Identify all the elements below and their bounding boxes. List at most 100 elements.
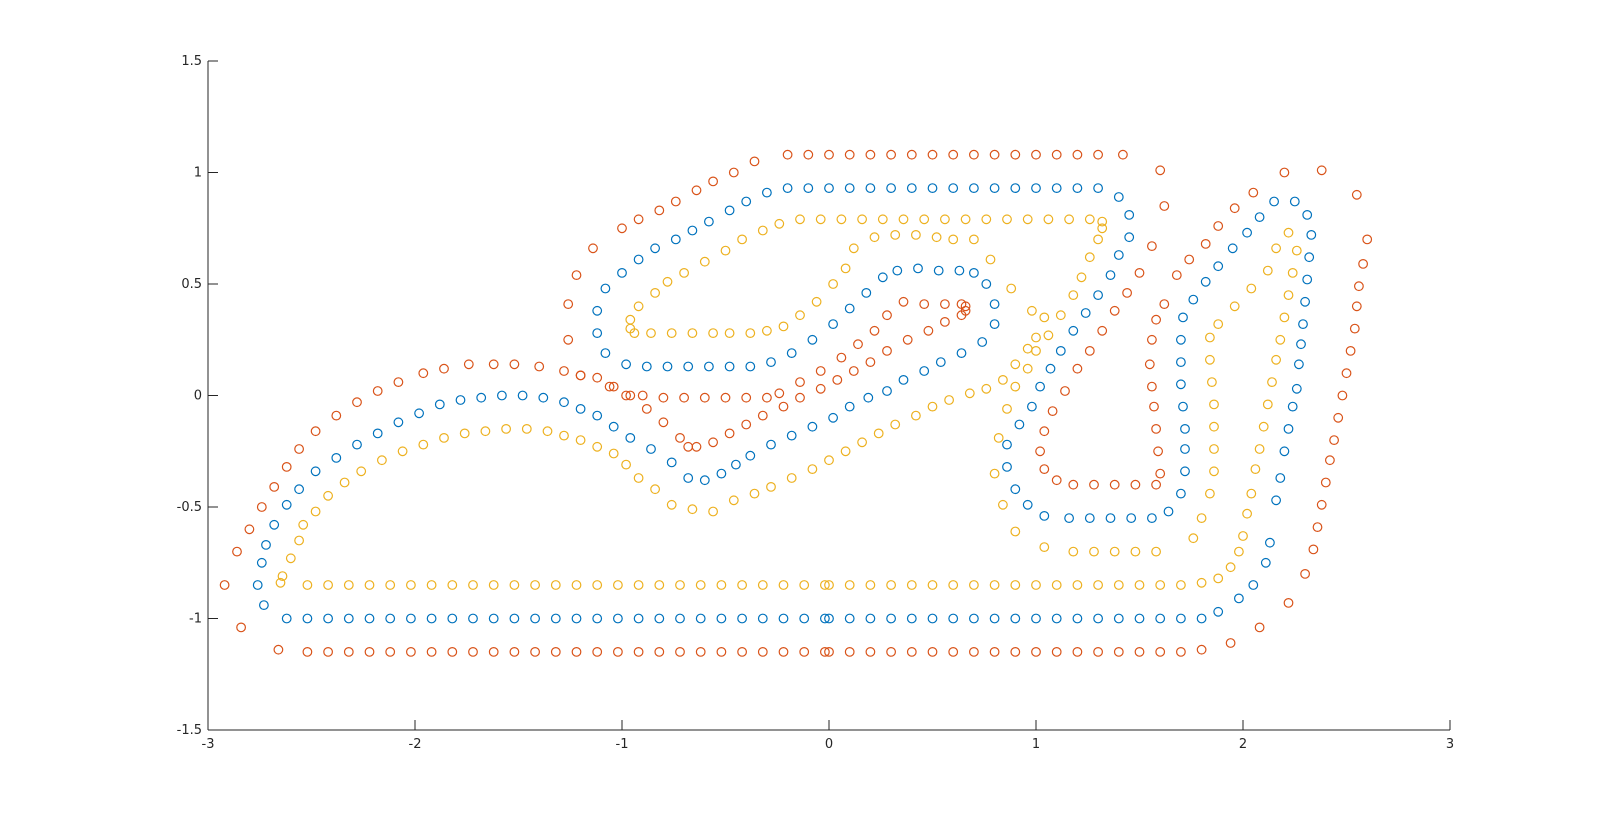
data-point — [1039, 464, 1050, 475]
data-point — [844, 149, 855, 160]
data-point — [621, 390, 631, 401]
data-point — [1010, 359, 1021, 370]
data-point — [1246, 488, 1257, 499]
data-point — [1068, 546, 1079, 557]
data-point — [840, 446, 851, 457]
data-point — [766, 439, 776, 450]
data-point — [323, 580, 334, 590]
data-point — [1184, 254, 1195, 265]
data-point — [1072, 647, 1083, 657]
data-point — [1242, 227, 1252, 238]
data-point — [592, 328, 603, 339]
data-point — [1072, 613, 1083, 624]
data-point — [1031, 647, 1041, 657]
data-point — [1358, 259, 1368, 269]
data-point — [989, 299, 1000, 310]
data-point — [1300, 569, 1310, 579]
data-point — [757, 410, 768, 421]
data-point — [1275, 334, 1286, 345]
data-point — [294, 484, 305, 495]
data-point — [741, 392, 752, 403]
data-point — [1302, 209, 1313, 220]
data-point — [807, 334, 818, 345]
data-point — [530, 580, 540, 590]
data-point — [716, 468, 727, 479]
data-point — [1151, 546, 1161, 557]
data-point — [745, 328, 756, 339]
data-point — [749, 156, 760, 167]
data-point — [633, 613, 644, 624]
data-point — [1043, 330, 1054, 341]
data-point — [1097, 216, 1108, 227]
data-point — [1229, 301, 1240, 312]
data-point — [865, 613, 876, 624]
data-point — [1353, 281, 1364, 292]
data-point — [799, 647, 810, 657]
data-point — [1093, 613, 1103, 624]
data-point — [695, 613, 706, 624]
data-point — [1055, 346, 1066, 356]
data-point — [877, 272, 888, 283]
data-point — [1022, 214, 1033, 225]
data-point — [1279, 312, 1290, 323]
data-point — [799, 580, 810, 590]
data-point — [1254, 622, 1265, 633]
data-point — [488, 580, 499, 590]
data-point — [617, 223, 627, 234]
data-point — [1068, 479, 1079, 490]
data-point — [1275, 473, 1286, 483]
data-point — [1113, 647, 1124, 657]
data-point — [906, 580, 917, 590]
data-point — [418, 439, 429, 450]
data-point — [1155, 580, 1166, 590]
data-point — [1084, 513, 1095, 523]
data-point — [737, 234, 747, 245]
data-point — [1341, 368, 1352, 379]
y-tick-label: 0.5 — [181, 277, 202, 292]
data-point — [1271, 495, 1281, 506]
data-point — [699, 256, 710, 267]
data-point — [1093, 183, 1103, 194]
data-point — [1209, 421, 1219, 432]
data-point — [1209, 444, 1219, 454]
data-point — [1304, 252, 1315, 263]
data-point — [969, 183, 979, 194]
data-point — [1155, 165, 1166, 176]
data-point — [480, 426, 491, 437]
data-point — [993, 433, 1004, 443]
data-point — [1051, 580, 1062, 590]
data-point — [1196, 644, 1207, 655]
data-point — [969, 149, 979, 160]
data-point — [695, 580, 706, 590]
data-point — [940, 214, 950, 225]
data-point — [836, 214, 847, 225]
data-point — [625, 433, 636, 443]
data-point — [670, 196, 681, 207]
data-point — [637, 390, 648, 401]
data-point — [1351, 189, 1362, 200]
data-point — [372, 428, 383, 439]
data-point — [989, 319, 1000, 330]
data-point — [575, 370, 586, 381]
data-point — [865, 357, 876, 368]
data-point — [281, 462, 292, 472]
data-point — [1209, 466, 1219, 477]
data-point — [670, 234, 681, 245]
data-point — [1084, 214, 1095, 225]
data-point — [592, 410, 603, 421]
data-point — [1002, 404, 1012, 414]
data-point — [762, 187, 772, 198]
data-point — [1010, 149, 1021, 160]
data-point — [969, 268, 979, 278]
data-point — [1130, 479, 1141, 490]
data-point — [1149, 401, 1159, 412]
data-point — [592, 441, 603, 452]
data-point — [1105, 513, 1116, 523]
data-point — [882, 346, 892, 356]
axes: -3 -2 -1 0 1 2 3 -1.5 -1 -0.5 0 0.5 1 1.5 — [177, 54, 1455, 752]
data-point — [323, 613, 334, 624]
data-point — [687, 225, 698, 236]
data-point — [989, 468, 1000, 479]
data-point — [687, 328, 698, 339]
data-point — [1134, 268, 1145, 278]
